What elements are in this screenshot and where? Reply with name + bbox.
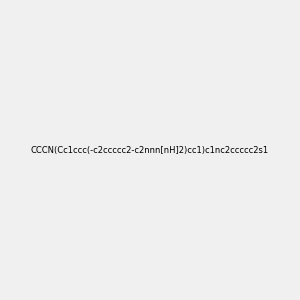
Text: CCCN(Cc1ccc(-c2ccccc2-c2nnn[nH]2)cc1)c1nc2ccccc2s1: CCCN(Cc1ccc(-c2ccccc2-c2nnn[nH]2)cc1)c1n… xyxy=(31,146,269,154)
